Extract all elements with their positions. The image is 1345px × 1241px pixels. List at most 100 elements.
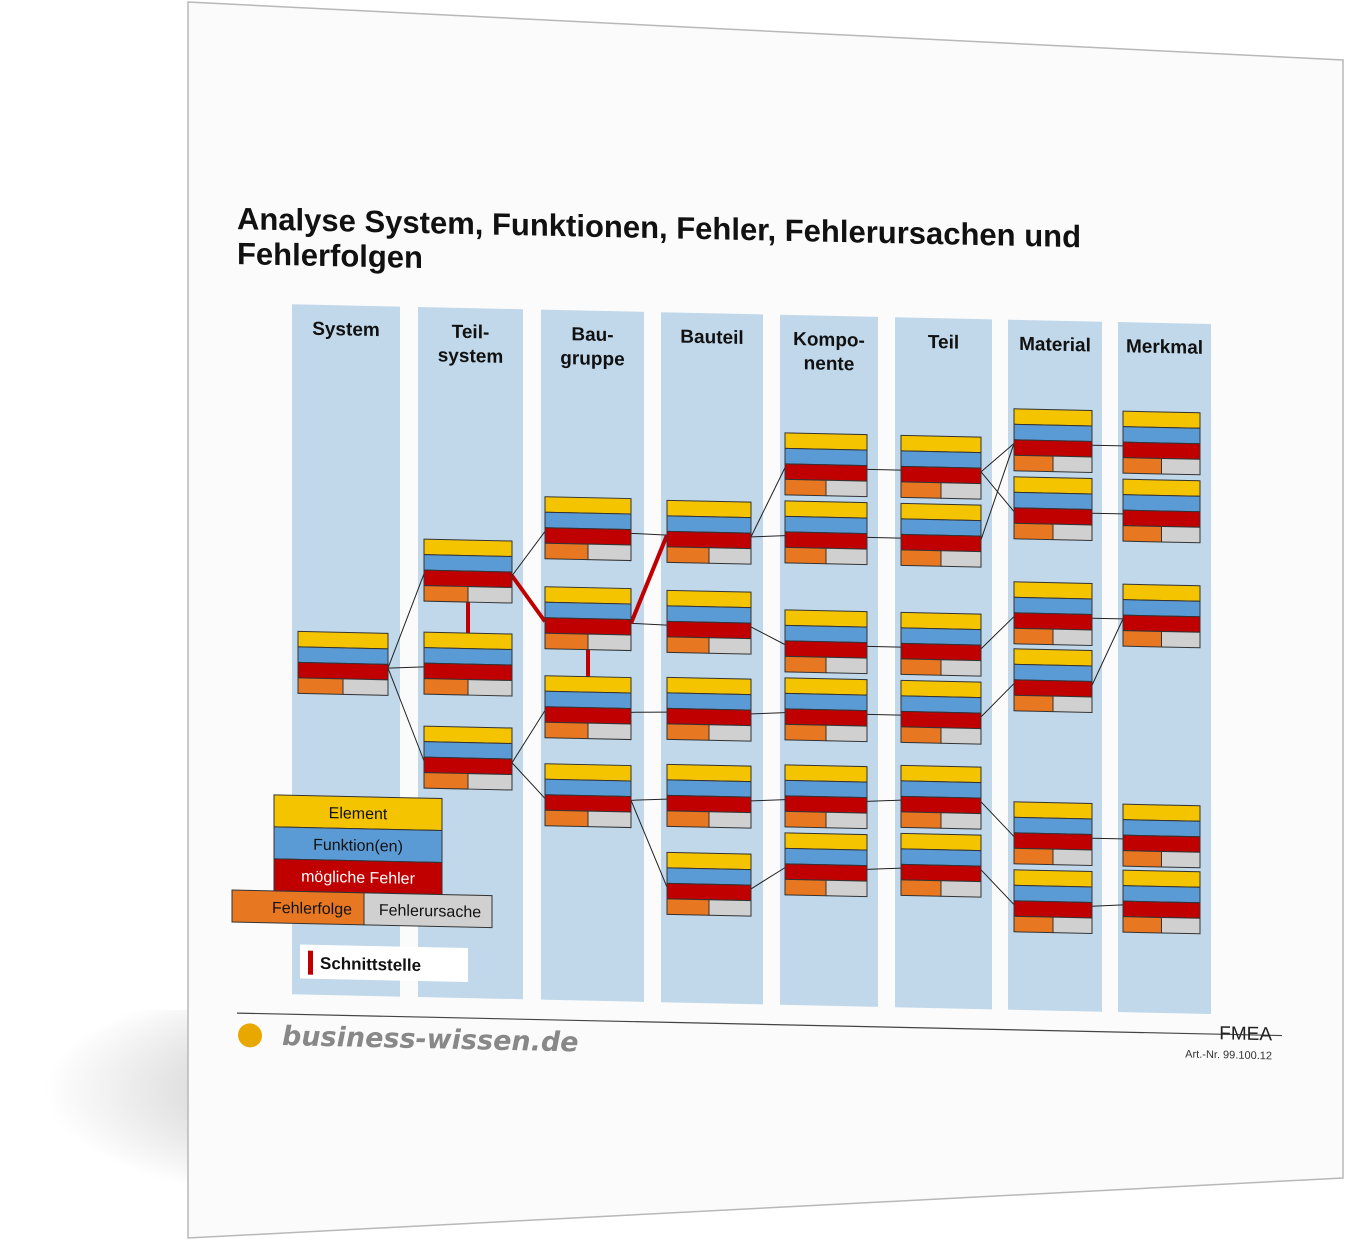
- connector-line: [511, 762, 546, 799]
- stack-fehler: [784, 531, 868, 550]
- connector-line: [387, 573, 425, 669]
- stack-element: [1122, 803, 1201, 822]
- fmea-stack: [784, 432, 868, 498]
- stack-fehlerursache: [825, 811, 868, 830]
- stack-fehler: [544, 527, 632, 546]
- stack-fehler: [1013, 832, 1093, 851]
- stack-funktion: [544, 778, 632, 798]
- stack-fehlerfolge: [423, 585, 469, 603]
- fmea-stack: [784, 609, 868, 675]
- stack-fehlerfolge: [900, 549, 942, 567]
- stack-fehler: [666, 620, 752, 640]
- stack-fehlerfolge: [784, 478, 827, 497]
- stack-fehlerfolge: [544, 721, 589, 740]
- stack-element: [784, 677, 868, 696]
- connector-line: [511, 710, 546, 764]
- stack-fehlerfolge: [297, 677, 344, 695]
- stack-funktion: [784, 779, 868, 799]
- stack-fehlerursache: [1052, 455, 1093, 473]
- stack-fehlerfolge: [1013, 915, 1054, 934]
- connector-line: [750, 467, 786, 538]
- stack-fehlerfolge: [784, 810, 827, 829]
- stack-fehlerfolge: [900, 879, 942, 897]
- stack-element: [666, 851, 752, 871]
- fmea-stack: [1013, 869, 1093, 934]
- fmea-stack: [1013, 581, 1093, 646]
- stack-element: [900, 832, 982, 852]
- stack-fehlerfolge: [423, 678, 469, 696]
- stack-fehler: [784, 640, 868, 659]
- stack-fehlerursache: [825, 724, 868, 743]
- stack-fehlerfolge: [784, 878, 827, 897]
- stack-fehlerfolge: [1013, 627, 1054, 646]
- stack-funktion: [1122, 599, 1201, 618]
- connector-line: [1092, 837, 1123, 840]
- stack-fehlerursache: [587, 543, 632, 562]
- connector-line: [867, 645, 901, 648]
- connector-line: [630, 798, 668, 801]
- stack-fehler: [1122, 441, 1201, 460]
- connector-line: [1092, 512, 1123, 515]
- stack-fehler: [900, 642, 982, 662]
- fmea-stack: [1122, 583, 1201, 649]
- column-band: [661, 312, 763, 1005]
- stack-fehlerfolge: [784, 546, 827, 565]
- article-number: Art.-Nr. 99.100.12: [1185, 1048, 1272, 1062]
- stack-funktion: [1013, 884, 1093, 903]
- stack-fehlerursache: [467, 586, 513, 604]
- stack-fehlerursache: [825, 479, 868, 498]
- stack-fehlerfolge: [1013, 522, 1054, 541]
- stack-funktion: [784, 847, 868, 867]
- stack-fehlerursache: [587, 722, 632, 741]
- connector-line: [750, 535, 786, 538]
- stack-element: [900, 679, 982, 699]
- stack-fehlerursache: [940, 659, 982, 677]
- stack-funktion: [666, 515, 752, 534]
- stack-fehlerfolge: [1122, 850, 1162, 868]
- stack-funktion: [784, 515, 868, 535]
- stack-element: [900, 502, 982, 522]
- fmea-stack: [1013, 801, 1093, 866]
- stack-fehlerursache: [1052, 695, 1093, 713]
- legend-fehlerursache-swatch: [363, 892, 493, 929]
- fmea-stack: [544, 586, 632, 652]
- stack-fehlerfolge: [784, 655, 827, 674]
- stack-fehlerfolge: [1122, 630, 1162, 648]
- stack-fehlerursache: [1161, 916, 1201, 935]
- stack-fehler: [1013, 679, 1093, 698]
- fmea-stack: [900, 832, 982, 898]
- stack-fehler: [1122, 509, 1201, 528]
- stack-fehlerursache: [467, 679, 513, 697]
- connector-line: [1091, 904, 1124, 907]
- fmea-stack: [1013, 408, 1093, 473]
- stack-fehlerursache: [708, 724, 752, 742]
- stack-element: [1122, 583, 1201, 602]
- stack-fehler: [666, 707, 752, 727]
- stack-fehlerfolge: [900, 726, 942, 744]
- fmea-stack: [784, 764, 868, 830]
- stack-fehlerfolge: [900, 481, 942, 499]
- column-header-line-2: gruppe: [560, 348, 624, 370]
- connector-line: [1092, 617, 1123, 620]
- stack-funktion: [1013, 816, 1093, 835]
- stack-funktion: [900, 518, 982, 537]
- stack-element: [544, 496, 632, 515]
- stack-fehlerursache: [940, 880, 982, 898]
- connector-line: [630, 532, 668, 536]
- fmea-stack: [1122, 803, 1201, 869]
- stack-fehlerursache: [342, 678, 389, 696]
- stack-element: [900, 764, 982, 784]
- stack-fehlerfolge: [544, 542, 589, 561]
- stack-element: [666, 589, 752, 609]
- stack-fehlerfolge: [1013, 847, 1054, 866]
- stack-funktion: [666, 692, 752, 711]
- stack-fehlerursache: [1052, 848, 1093, 866]
- stack-fehler: [1122, 614, 1201, 633]
- stack-fehlerursache: [1052, 523, 1093, 541]
- stack-fehlerursache: [825, 656, 868, 675]
- stack-fehlerursache: [1161, 457, 1201, 476]
- stack-fehlerursache: [708, 811, 752, 829]
- stack-element: [784, 432, 868, 451]
- fmea-stack: [544, 675, 632, 741]
